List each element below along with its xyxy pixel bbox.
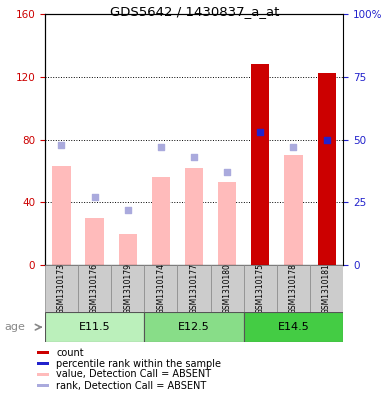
Text: E12.5: E12.5 — [178, 322, 210, 332]
Text: count: count — [57, 348, 84, 358]
Point — [257, 129, 263, 135]
Bar — [119, 234, 137, 265]
Point — [91, 194, 98, 200]
Text: rank, Detection Call = ABSENT: rank, Detection Call = ABSENT — [57, 381, 207, 391]
Bar — [111, 265, 144, 312]
Bar — [45, 312, 144, 342]
Text: GSM1310179: GSM1310179 — [123, 263, 132, 314]
Text: GDS5642 / 1430837_a_at: GDS5642 / 1430837_a_at — [110, 5, 280, 18]
Bar — [52, 166, 71, 265]
Bar — [37, 373, 50, 376]
Bar — [37, 351, 50, 354]
Point — [323, 136, 330, 143]
Bar — [152, 177, 170, 265]
Bar — [85, 218, 104, 265]
Point — [191, 154, 197, 160]
Bar — [78, 265, 111, 312]
Point — [224, 169, 230, 175]
Bar — [251, 64, 269, 265]
Text: value, Detection Call = ABSENT: value, Detection Call = ABSENT — [57, 369, 212, 379]
Bar — [244, 312, 343, 342]
Bar — [284, 155, 303, 265]
Text: E14.5: E14.5 — [278, 322, 309, 332]
Bar — [277, 265, 310, 312]
Bar — [218, 182, 236, 265]
Text: GSM1310174: GSM1310174 — [156, 263, 165, 314]
Bar — [211, 265, 244, 312]
Point — [58, 141, 65, 148]
Point — [124, 207, 131, 213]
Bar — [144, 265, 177, 312]
Bar — [37, 384, 50, 387]
Text: GSM1310175: GSM1310175 — [256, 263, 265, 314]
Bar — [244, 265, 277, 312]
Text: E11.5: E11.5 — [79, 322, 110, 332]
Bar — [45, 265, 78, 312]
Text: percentile rank within the sample: percentile rank within the sample — [57, 358, 222, 369]
Text: GSM1310180: GSM1310180 — [223, 263, 232, 314]
Bar — [177, 265, 211, 312]
Text: GSM1310178: GSM1310178 — [289, 263, 298, 314]
Bar — [310, 265, 343, 312]
Text: GSM1310177: GSM1310177 — [190, 263, 199, 314]
Bar — [317, 73, 336, 265]
Text: GSM1310181: GSM1310181 — [322, 263, 331, 314]
Point — [290, 144, 296, 150]
Point — [158, 144, 164, 150]
Bar — [37, 362, 50, 365]
Text: GSM1310176: GSM1310176 — [90, 263, 99, 314]
Bar — [144, 312, 244, 342]
Text: age: age — [4, 322, 25, 332]
Text: GSM1310173: GSM1310173 — [57, 263, 66, 314]
Bar — [185, 168, 203, 265]
